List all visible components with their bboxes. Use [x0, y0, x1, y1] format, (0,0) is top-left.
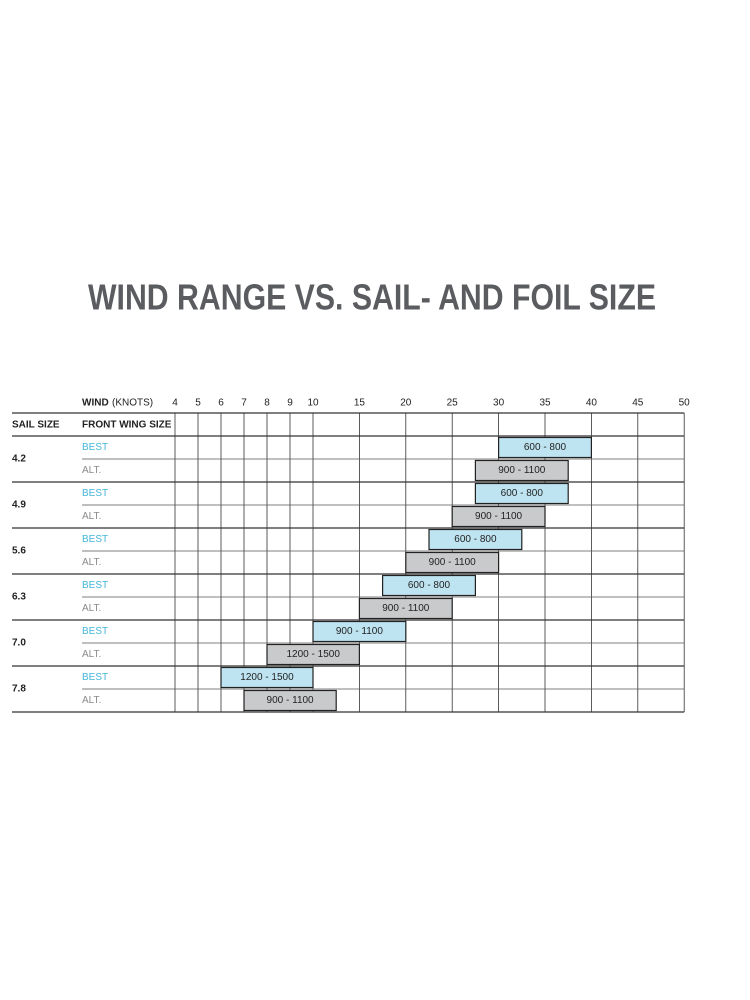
chart-title: WIND RANGE VS. SAIL- AND FOIL SIZE	[88, 277, 656, 318]
range-label: 1200 - 1500	[240, 672, 294, 683]
option-name: BEST	[82, 626, 108, 637]
option-name: ALT.	[82, 557, 101, 568]
x-tick-label: 25	[447, 398, 459, 409]
x-unit: (KNOTS)	[112, 398, 153, 409]
option-name: ALT.	[82, 695, 101, 706]
range-label: 600 - 800	[501, 488, 544, 499]
range-label: 900 - 1100	[336, 626, 384, 637]
option-name: ALT.	[82, 649, 101, 660]
option-name: BEST	[82, 442, 108, 453]
range-label: 600 - 800	[408, 580, 451, 591]
range-bar	[312, 620, 407, 643]
range-bar	[498, 436, 593, 459]
range-bar	[220, 666, 314, 689]
range-bar	[451, 505, 546, 528]
x-tick-label: 35	[539, 398, 551, 409]
range-bar	[405, 551, 500, 574]
x-tick-label: 8	[264, 398, 270, 409]
sail-size: 6.3	[12, 592, 26, 603]
range-label: 1200 - 1500	[287, 649, 341, 660]
sail-size: 4.2	[12, 454, 26, 465]
x-tick-label: 40	[586, 398, 598, 409]
option-name: ALT.	[82, 511, 101, 522]
row-header: SAIL SIZE	[12, 420, 60, 431]
x-tick-label: 30	[493, 398, 505, 409]
x-tick-label: 5	[195, 398, 201, 409]
option-name: ALT.	[82, 465, 101, 476]
sail-size: 7.8	[12, 684, 26, 695]
range-label: 900 - 1100	[498, 465, 546, 476]
range-bar	[474, 482, 569, 505]
x-tick-label: 45	[632, 398, 644, 409]
range-label: 900 - 1100	[382, 603, 430, 614]
range-bar	[382, 574, 477, 597]
x-tick-label: 7	[241, 398, 247, 409]
sail-size: 5.6	[12, 546, 26, 557]
option-name: BEST	[82, 580, 108, 591]
range-label: 900 - 1100	[267, 695, 315, 706]
x-tick-label: 10	[307, 398, 319, 409]
sail-size: 7.0	[12, 638, 26, 649]
range-label: 900 - 1100	[429, 557, 477, 568]
range-label: 600 - 800	[454, 534, 497, 545]
x-tick-label: 4	[172, 398, 178, 409]
range-bar	[243, 689, 337, 712]
x-tick-label: 6	[218, 398, 224, 409]
sail-size: 4.9	[12, 500, 26, 511]
option-name: BEST	[82, 534, 108, 545]
range-label: 900 - 1100	[475, 511, 523, 522]
option-name: BEST	[82, 488, 108, 499]
x-label: WIND	[82, 398, 109, 409]
option-name: BEST	[82, 672, 108, 683]
range-bar	[474, 459, 569, 482]
range-label: 600 - 800	[524, 442, 567, 453]
x-tick-label: 50	[679, 398, 691, 409]
x-tick-label: 20	[400, 398, 412, 409]
range-bar	[428, 528, 523, 551]
range-bar	[358, 597, 453, 620]
range-bar	[266, 643, 361, 666]
x-tick-label: 9	[287, 398, 293, 409]
x-tick-label: 15	[354, 398, 366, 409]
sub-header: FRONT WING SIZE	[82, 420, 172, 431]
option-name: ALT.	[82, 603, 101, 614]
